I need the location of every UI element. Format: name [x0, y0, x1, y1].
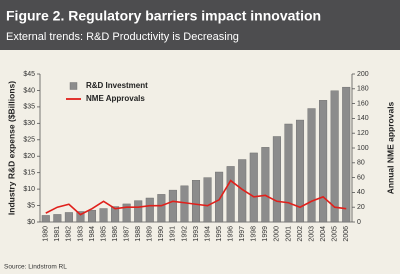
y-tick-label: $30 [23, 120, 35, 127]
y2-tick-label: 200 [357, 71, 369, 78]
bar [319, 100, 328, 223]
bar [180, 185, 189, 223]
bar [284, 123, 293, 223]
bar [145, 197, 154, 223]
bar [215, 171, 224, 223]
bar [134, 200, 143, 223]
x-tick-label: 1982 [66, 226, 73, 242]
x-tick-label: 1993 [193, 226, 200, 242]
x-tick-label: 1995 [216, 226, 223, 242]
bar [342, 86, 351, 223]
bar [122, 203, 131, 223]
x-tick-label: 2005 [332, 226, 339, 242]
bar [307, 108, 316, 223]
x-tick-label: 1994 [204, 226, 211, 242]
y2-tick-label: 60 [357, 174, 365, 181]
bar [53, 214, 62, 223]
y2-tick-label: 0 [357, 219, 361, 226]
bar [76, 211, 85, 223]
bar [272, 136, 281, 223]
x-tick-label: 2001 [285, 226, 292, 242]
y-tick-label: $20 [23, 153, 35, 160]
x-tick-label: 1998 [251, 226, 258, 242]
y-tick-label: $45 [23, 71, 35, 78]
y-tick-label: $15 [23, 170, 35, 177]
x-tick-label: 1985 [100, 226, 107, 242]
x-tick-label: 2000 [274, 226, 281, 242]
x-tick-label: 1990 [158, 226, 165, 242]
y-tick-label: $35 [23, 104, 35, 111]
x-tick-label: 2003 [308, 226, 315, 242]
y2-tick-label: 140 [357, 115, 369, 122]
bar [238, 159, 247, 223]
legend-label: R&D Investment [86, 81, 148, 90]
y2-tick-label: 180 [357, 86, 369, 93]
bar [41, 215, 50, 223]
x-tick-label: 1999 [262, 226, 269, 242]
legend-label: NME Approvals [86, 94, 145, 103]
y2-tick-label: 80 [357, 160, 365, 167]
bar [226, 166, 235, 223]
bar [111, 206, 120, 223]
bar [295, 119, 305, 223]
x-tick-label: 2004 [320, 226, 327, 242]
x-tick-label: 1991 [170, 226, 177, 242]
header-band [0, 0, 400, 50]
bar [157, 194, 166, 223]
x-tick-label: 2002 [297, 226, 304, 242]
y-tick-label: $10 [23, 186, 35, 193]
bar [99, 208, 108, 223]
x-tick-label: 1981 [54, 226, 61, 242]
y2-tick-label: 20 [357, 204, 365, 211]
x-tick-label: 1986 [112, 226, 119, 242]
x-tick-label: 2006 [343, 226, 350, 242]
x-tick-label: 1988 [135, 226, 142, 242]
x-tick-label: 1992 [181, 226, 188, 242]
bar [203, 177, 212, 223]
x-tick-label: 1980 [43, 226, 50, 242]
x-tick-label: 1996 [228, 226, 235, 242]
line [45, 179, 347, 216]
y2-tick-label: 160 [357, 100, 369, 107]
x-tick-label: 1987 [124, 226, 131, 242]
bar [330, 90, 339, 223]
bar [261, 147, 270, 223]
y2-tick-label: 40 [357, 189, 365, 196]
y2-tick-label: 100 [357, 145, 369, 152]
bar [168, 189, 177, 223]
y2-tick-label: 120 [357, 130, 369, 137]
chart-title: Figure 2. Regulatory barriers impact inn… [6, 8, 321, 24]
bar [191, 180, 201, 223]
y-tick-label: $25 [23, 137, 35, 144]
x-tick-label: 1983 [77, 226, 84, 242]
y-tick-label: $5 [27, 202, 35, 209]
bar [249, 152, 258, 223]
legend-swatch [69, 82, 78, 90]
x-tick-label: 1984 [89, 226, 96, 242]
bar [64, 212, 73, 223]
bar [87, 209, 97, 223]
x-tick-label: 1997 [239, 226, 246, 242]
y2-axis-title: Annual NME approvals [385, 101, 395, 194]
chart-subtitle: External trends: R&D Productivity is Dec… [6, 31, 239, 43]
y-tick-label: $40 [23, 87, 35, 94]
y-axis-title: Industry R&D expense ($Billions) [6, 81, 16, 215]
y-tick-label: $0 [27, 219, 35, 226]
x-tick-label: 1989 [147, 226, 154, 242]
source-note: Source: Lindstrom RL [4, 264, 67, 271]
